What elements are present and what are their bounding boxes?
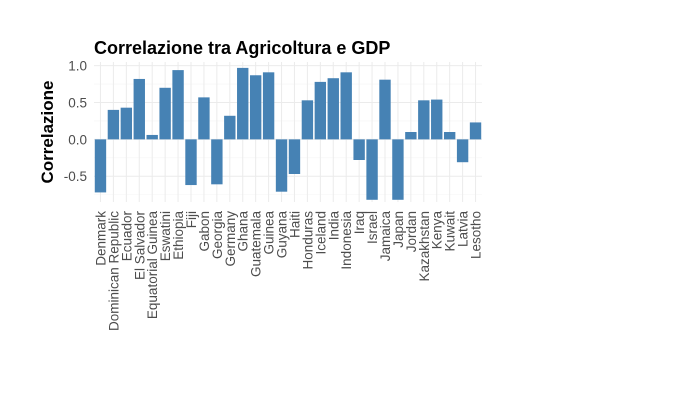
- x-tick-label: Israel: [365, 211, 380, 244]
- bar: [431, 99, 443, 140]
- bar: [418, 100, 430, 140]
- x-tick-label: Iraq: [352, 211, 367, 234]
- x-tick-label: Eswatini: [158, 211, 173, 261]
- x-tick-label: Jordan: [404, 211, 419, 252]
- bar: [198, 97, 210, 140]
- x-tick-label: Latvia: [456, 211, 471, 248]
- x-tick-label: Germany: [223, 211, 238, 267]
- x-tick-label: Kuwait: [443, 211, 458, 252]
- bar: [249, 75, 262, 140]
- x-tick-label: India: [326, 211, 341, 241]
- bar: [120, 107, 133, 140]
- x-tick-label: Ethiopia: [171, 211, 186, 260]
- chart-title: Correlazione tra Agricoltura e GDP: [94, 38, 390, 58]
- x-tick-label: Dominican Republic: [106, 211, 121, 331]
- bar: [172, 70, 184, 140]
- bar: [392, 139, 404, 200]
- x-tick-label: Iceland: [313, 211, 328, 255]
- x-tick-label: Guyana: [275, 211, 290, 259]
- bar: [107, 109, 120, 140]
- x-tick-label: Ghana: [236, 211, 251, 252]
- bar: [301, 100, 314, 140]
- x-tick-label: Georgia: [210, 211, 225, 260]
- bar: [288, 139, 301, 174]
- y-tick-label: 1.0: [68, 59, 87, 74]
- bar: [224, 115, 236, 140]
- bar: [443, 132, 456, 140]
- bar: [159, 87, 171, 140]
- bar: [327, 78, 339, 140]
- bar: [275, 139, 288, 192]
- bar: [185, 139, 197, 186]
- x-tick-label: Guatemala: [249, 211, 264, 278]
- bar: [366, 139, 378, 200]
- x-tick-label: Honduras: [300, 211, 315, 270]
- x-tick-label: Gabon: [197, 211, 212, 252]
- y-axis-ticks: 1.0 0.5 0.0 -0.5: [64, 59, 87, 185]
- x-tick-label: Ecuador: [119, 211, 134, 262]
- y-tick-label: 0.0: [68, 132, 87, 147]
- bar: [211, 139, 223, 185]
- bar: [456, 139, 469, 163]
- bar: [379, 79, 391, 140]
- bar: [262, 72, 275, 140]
- bar: [340, 72, 352, 140]
- y-tick-label: -0.5: [64, 169, 87, 184]
- x-tick-label: Japan: [391, 211, 406, 248]
- x-tick-label: Indonesia: [339, 211, 354, 270]
- bar: [133, 78, 145, 140]
- x-tick-label: Kazakhstan: [417, 211, 432, 282]
- y-axis-label: Correlazione: [38, 81, 57, 184]
- x-tick-label: Jamaica: [378, 211, 393, 262]
- bar: [94, 139, 107, 193]
- bar: [353, 139, 365, 160]
- x-tick-label: Kenya: [430, 211, 445, 250]
- bar: [237, 67, 249, 140]
- bar: [469, 122, 482, 140]
- x-tick-label: Denmark: [93, 211, 108, 266]
- x-tick-label: Haiti: [287, 211, 302, 238]
- x-tick-label: Lesotho: [469, 211, 484, 259]
- bar: [405, 132, 417, 140]
- bar: [146, 134, 158, 140]
- y-tick-label: 0.5: [68, 96, 87, 111]
- bars: [94, 67, 482, 200]
- x-tick-label: Fiji: [184, 211, 199, 228]
- bar: [314, 81, 327, 140]
- x-tick-label: Equatorial Guinea: [145, 211, 160, 320]
- x-tick-label: Guinea: [262, 211, 277, 255]
- x-tick-label: El Salvador: [132, 211, 147, 281]
